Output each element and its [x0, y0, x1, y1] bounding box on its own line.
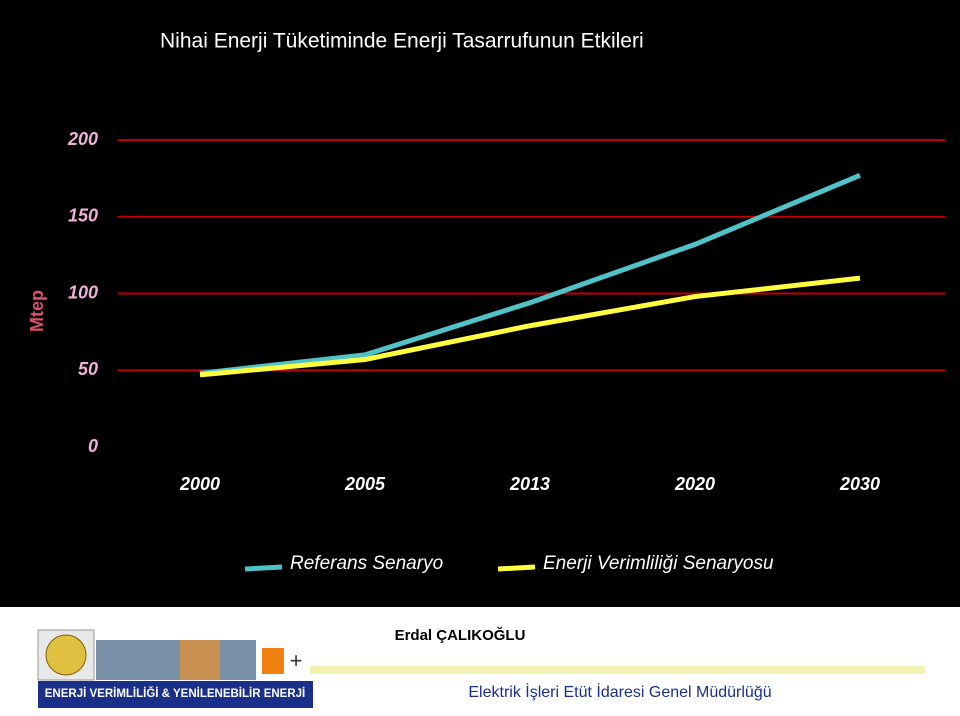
x-tick-label: 2005 [344, 474, 386, 494]
y-axis-label: Mtep [27, 290, 47, 332]
footer-banner [38, 681, 313, 708]
logo-emblem [45, 634, 87, 676]
y-tick-label: 0 [88, 436, 98, 456]
y-tick-label: 200 [67, 129, 98, 149]
logo-e [262, 648, 284, 674]
y-tick-label: 50 [78, 359, 98, 379]
chart-background [0, 0, 960, 607]
logo-photos [96, 640, 256, 680]
legend-swatch [244, 564, 283, 572]
logo-plus: + [290, 648, 303, 673]
x-tick-label: 2020 [674, 474, 715, 494]
footer-stripe [310, 666, 925, 674]
logo: + [37, 629, 303, 681]
x-tick-label: 2030 [839, 474, 880, 494]
footer-banner-text: ENERJİ VERİMLİLİĞİ & YENİLENEBİLİR ENERJ… [45, 687, 306, 700]
author: Erdal ÇALIKOĞLU [395, 626, 526, 644]
institution: Elektrik İşleri Etüt İdaresi Genel Müdür… [468, 682, 771, 701]
legend-label: Referans Senaryo [290, 553, 443, 574]
y-tick-label: 100 [68, 282, 98, 302]
chart-title: Nihai Enerji Tüketiminde Enerji Tasarruf… [160, 30, 644, 53]
x-tick-label: 2000 [179, 474, 220, 494]
legend-label: Enerji Verimliliği Senaryosu [543, 553, 774, 574]
series-line [199, 275, 861, 378]
legend-swatch [497, 564, 536, 572]
x-tick-label: 2013 [509, 474, 550, 494]
y-tick-label: 150 [68, 206, 98, 226]
series-line [199, 172, 861, 376]
logo-photo [180, 640, 220, 680]
